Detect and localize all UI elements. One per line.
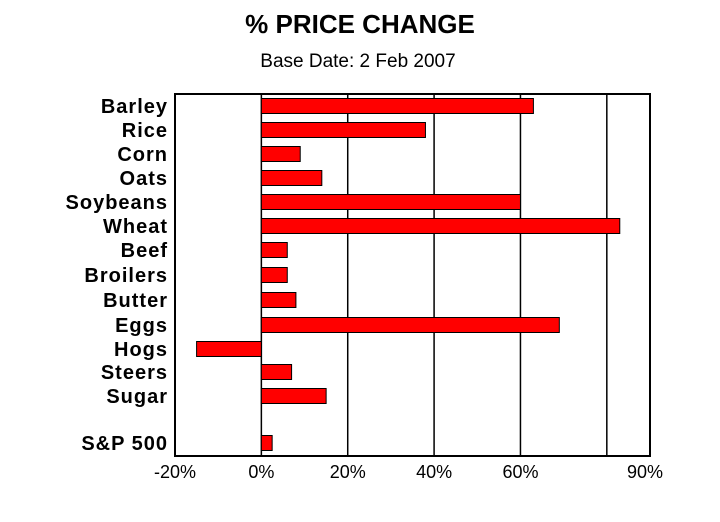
bar [260, 435, 273, 451]
category-label: Steers [101, 362, 168, 384]
bar [260, 218, 621, 234]
category-label: Rice [122, 120, 168, 142]
category-label: Corn [117, 144, 168, 166]
category-label: Oats [120, 168, 168, 190]
bars [196, 98, 621, 451]
bar [260, 267, 288, 283]
category-label: Hogs [114, 339, 168, 361]
x-tick-label: 90% [627, 462, 663, 482]
category-label: Soybeans [66, 192, 168, 214]
chart-subtitle: Base Date: 2 Feb 2007 [260, 51, 455, 72]
x-tick-label: -20% [154, 462, 196, 482]
category-label: Broilers [84, 265, 168, 287]
x-tick-label: 60% [502, 462, 538, 482]
bar [260, 122, 426, 138]
bar [260, 317, 560, 333]
bar [260, 146, 301, 162]
bar [260, 98, 534, 114]
bar [260, 242, 288, 258]
x-tick-label: 40% [416, 462, 452, 482]
x-tick-label: 20% [330, 462, 366, 482]
category-label: S&P 500 [81, 433, 168, 455]
category-label: Sugar [106, 386, 168, 408]
bar [196, 341, 262, 357]
category-label: Eggs [115, 315, 168, 337]
category-label: Beef [121, 240, 168, 262]
x-tick-label: 0% [248, 462, 274, 482]
bar [260, 388, 327, 404]
bar [260, 292, 297, 308]
bar [260, 170, 323, 186]
category-label: Butter [103, 290, 168, 312]
bar [260, 194, 521, 210]
chart-title: % PRICE CHANGE [245, 9, 475, 39]
category-label: Barley [101, 96, 168, 118]
category-label: Wheat [103, 216, 168, 238]
bar [260, 364, 293, 380]
plot-area-frame [174, 93, 651, 457]
x-tick-labels: -20% 0% 20% 40% 60% 90% [154, 462, 663, 482]
